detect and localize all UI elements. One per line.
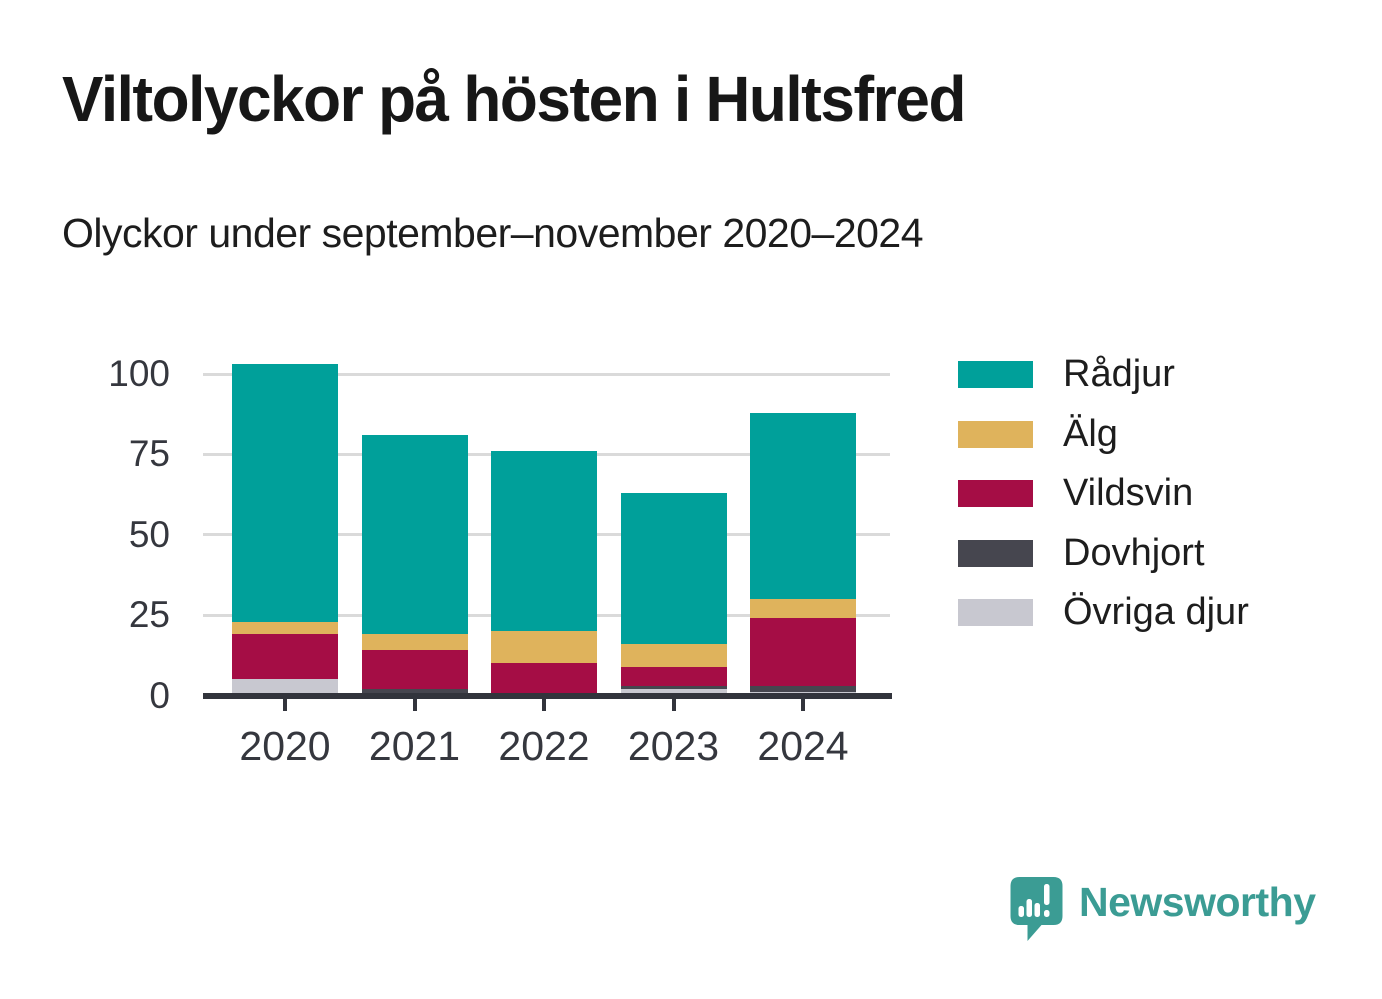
- newsworthy-speech-bubble-icon: [1010, 877, 1063, 941]
- gridline-100: [203, 372, 890, 376]
- y-axis-label-50: 50: [128, 513, 170, 555]
- bar-segment-2024-Rådjur: [750, 412, 856, 600]
- legend-item-Älg: Älg: [958, 413, 1249, 455]
- x-tick-2023: [671, 698, 676, 711]
- x-axis-label-2020: 2020: [239, 723, 331, 769]
- legend-swatch-Övriga djur: [958, 599, 1033, 626]
- x-tick-2021: [412, 698, 417, 711]
- bar-segment-2022-Rådjur: [491, 451, 597, 632]
- x-axis-label-2023: 2023: [627, 723, 720, 769]
- bar-segment-2021-Vildsvin: [361, 650, 468, 690]
- x-tick-2024: [801, 698, 805, 711]
- x-tick-2022: [542, 698, 546, 711]
- legend-swatch-Vildsvin: [958, 480, 1033, 507]
- legend-label-Rådjur: Rådjur: [1063, 353, 1175, 395]
- legend-label-Vildsvin: Vildsvin: [1063, 472, 1194, 514]
- bar-segment-2024-Älg: [750, 599, 856, 619]
- chart-title: Viltolyckor på hösten i Hultsfred: [62, 63, 966, 135]
- legend-item-Vildsvin: Vildsvin: [958, 472, 1249, 514]
- x-tick-2020: [283, 698, 287, 711]
- newsworthy-logo: Newsworthy: [1010, 877, 1316, 945]
- bar-segment-2020-Övriga djur: [232, 679, 338, 696]
- x-axis-label-2024: 2024: [757, 723, 849, 769]
- y-axis-label-25: 25: [128, 594, 170, 636]
- bar-segment-2024-Vildsvin: [750, 618, 856, 686]
- legend-label-Övriga djur: Övriga djur: [1063, 591, 1249, 633]
- bar-segment-2023-Älg: [620, 644, 727, 667]
- x-axis-line: [203, 692, 892, 699]
- legend-label-Dovhjort: Dovhjort: [1063, 531, 1205, 574]
- x-axis-label-2022: 2022: [498, 723, 590, 769]
- bar-segment-2020-Rådjur: [232, 364, 338, 622]
- bar-segment-2020-Vildsvin: [232, 634, 338, 680]
- bar-segment-2023-Dovhjort: [620, 685, 727, 690]
- legend-item-Övriga djur: Övriga djur: [958, 591, 1249, 633]
- bar-segment-2021-Dovhjort: [361, 689, 468, 696]
- bar-segment-2023-Vildsvin: [620, 666, 727, 686]
- bar-segment-2024-Dovhjort: [750, 685, 856, 693]
- bar-segment-2022-Vildsvin: [491, 663, 597, 696]
- legend-item-Rådjur: Rådjur: [958, 353, 1249, 395]
- legend-swatch-Dovhjort: [958, 539, 1033, 567]
- bar-segment-2022-Älg: [491, 631, 597, 664]
- y-axis-label-75: 75: [128, 433, 170, 475]
- legend-swatch-Älg: [958, 420, 1033, 448]
- newsworthy-wordmark: Newsworthy: [1079, 879, 1316, 925]
- bar-segment-2023-Övriga djur: [620, 689, 727, 696]
- x-axis-label-2021: 2021: [368, 723, 461, 769]
- legend-swatch-Rådjur: [958, 361, 1033, 388]
- bar-segment-2020-Älg: [232, 621, 338, 635]
- bar-segment-2023-Rådjur: [620, 492, 727, 645]
- legend-label-Älg: Älg: [1063, 412, 1118, 455]
- bar-segment-2021-Rådjur: [361, 435, 468, 635]
- chart-legend: Rådjur Älg Vildsvin Dovhjort Övriga djur: [958, 353, 1249, 659]
- bar-segment-2021-Älg: [361, 634, 468, 651]
- legend-item-Dovhjort: Dovhjort: [958, 532, 1249, 574]
- chart-subtitle: Olyckor under september–november 2020–20…: [62, 210, 924, 256]
- y-axis-label-0: 0: [149, 674, 170, 716]
- y-axis-label-100: 100: [108, 353, 170, 394]
